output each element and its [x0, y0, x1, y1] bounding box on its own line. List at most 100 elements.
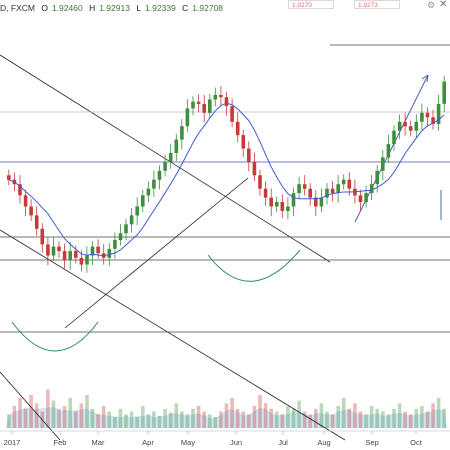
candle-body	[34, 215, 39, 229]
volume-bar	[174, 403, 179, 429]
volume-bar	[408, 414, 413, 429]
candle-body	[219, 95, 223, 98]
candle-body	[336, 184, 340, 194]
volume-bar	[269, 408, 273, 429]
volume-bar	[62, 406, 67, 428]
x-tick-label: May	[181, 438, 195, 447]
volume-bar	[46, 389, 50, 428]
candle-body	[358, 195, 363, 202]
candle-body	[308, 188, 312, 198]
candle-body	[241, 135, 246, 149]
bid-box[interactable]: 1.9270	[288, 0, 334, 9]
x-tick-label: Jun	[230, 438, 242, 447]
rounded-bottom-arc-left	[11, 321, 99, 352]
volume-bar	[180, 411, 184, 428]
volume-bar	[23, 408, 28, 429]
volume-bar	[291, 408, 296, 429]
candle-body	[90, 246, 95, 256]
x-tick-label: Apr	[142, 438, 154, 447]
candle-body	[436, 103, 441, 124]
projection-arrow-head	[421, 74, 429, 83]
candle-body	[23, 195, 28, 207]
volume-bar	[168, 412, 173, 428]
candle-body	[168, 153, 173, 162]
volume-bar	[57, 408, 61, 429]
candle-body	[297, 184, 301, 194]
candle-body	[141, 195, 145, 207]
ask-box[interactable]: 1.9273	[354, 0, 400, 9]
candle-body	[7, 175, 11, 180]
volume-bar	[314, 408, 318, 429]
volume-bar	[341, 397, 346, 429]
candle-body	[79, 257, 84, 265]
volume-bar	[431, 403, 435, 429]
candle-body	[252, 161, 257, 176]
candle-body	[18, 184, 22, 196]
volume-bar	[381, 411, 385, 428]
volume-bar	[375, 408, 379, 429]
candle-body	[341, 179, 346, 185]
candle-body	[247, 148, 251, 162]
volume-bar	[297, 400, 301, 428]
candle-body	[269, 197, 273, 207]
volume-bar	[90, 408, 95, 429]
close-value: 1.92708	[192, 3, 224, 13]
volume-bar	[18, 397, 22, 429]
candle-body	[185, 108, 190, 127]
x-tick-label: Sep	[365, 438, 378, 447]
candle-body	[118, 233, 123, 240]
volume-bar	[263, 403, 268, 429]
close-icon[interactable]: ✕	[439, 0, 448, 10]
candle-body	[286, 206, 290, 211]
candle-body	[174, 139, 179, 153]
volume-bar	[219, 411, 223, 428]
volume-bar	[85, 395, 89, 428]
volume-bar	[74, 411, 78, 428]
candle-body	[330, 188, 335, 194]
volume-bar	[308, 414, 312, 429]
x-tick-label: Aug	[317, 438, 330, 447]
candle-body	[74, 251, 78, 258]
volume-bar	[224, 403, 229, 429]
volume-bar	[302, 411, 307, 428]
volume-bar	[202, 411, 206, 428]
volume-bar	[7, 414, 11, 429]
volume-bar	[185, 414, 190, 429]
candle-body	[208, 99, 212, 113]
candle-body	[157, 170, 162, 180]
candle-body	[408, 126, 413, 131]
x-tick-label: Mar	[92, 438, 105, 447]
volume-bar	[241, 411, 246, 428]
candle-body	[392, 130, 396, 145]
candle-body	[29, 206, 33, 216]
candle-body	[68, 251, 72, 260]
volume-bar	[230, 397, 234, 429]
volume-bar	[425, 411, 430, 428]
volume-layer	[6, 389, 447, 429]
volume-bar	[213, 417, 218, 428]
volume-bar	[436, 397, 441, 429]
volume-bar	[330, 414, 335, 429]
candle-body	[325, 188, 329, 198]
candle-body	[431, 117, 435, 124]
candle-body	[425, 112, 430, 118]
candle-body	[135, 206, 139, 216]
volume-bar	[208, 414, 212, 429]
candle-body	[124, 224, 128, 234]
volume-bar	[336, 406, 340, 428]
candle-body	[375, 170, 379, 185]
ma-layer	[8, 102, 445, 257]
candle-body	[381, 157, 385, 171]
volume-bar	[403, 411, 407, 428]
volume-bar	[135, 417, 139, 428]
downtrend-line-bottom	[0, 371, 61, 441]
gear-icon[interactable]: ⚙	[427, 0, 436, 10]
candle-body	[420, 112, 424, 122]
candle-body	[40, 228, 45, 245]
candle-body	[224, 97, 229, 107]
candle-body	[263, 188, 268, 198]
candle-body	[414, 121, 419, 131]
volume-bar	[146, 414, 151, 429]
volume-bar	[420, 406, 424, 428]
